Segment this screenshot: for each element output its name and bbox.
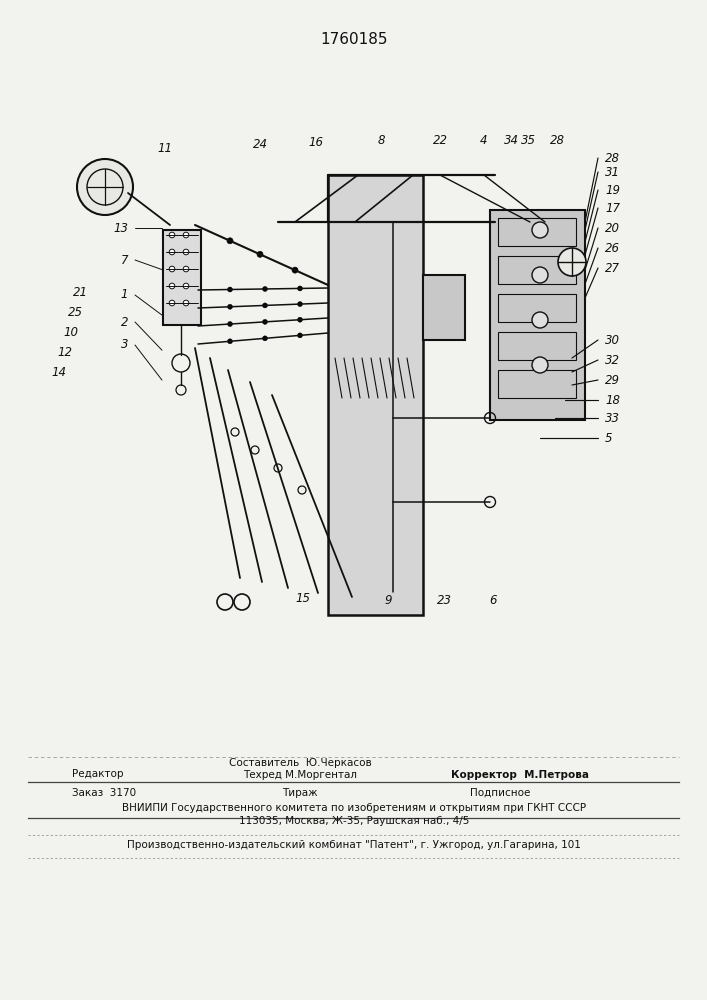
Text: 4: 4 [480, 133, 488, 146]
Circle shape [298, 317, 303, 322]
Bar [498, 332, 576, 360]
Text: Составитель  Ю.Черкасов: Составитель Ю.Черкасов [228, 758, 371, 768]
Circle shape [228, 287, 233, 292]
Circle shape [292, 267, 298, 273]
Text: 113035, Москва, Ж-35, Раушская наб., 4/5: 113035, Москва, Ж-35, Раушская наб., 4/5 [239, 816, 469, 826]
Circle shape [228, 339, 233, 344]
Text: 32: 32 [605, 354, 620, 366]
Bar [490, 210, 585, 420]
Circle shape [227, 238, 233, 244]
Text: 28: 28 [605, 151, 620, 164]
Polygon shape [423, 275, 465, 340]
Text: 31: 31 [605, 165, 620, 178]
Text: 9: 9 [384, 593, 392, 606]
Text: 23: 23 [436, 593, 452, 606]
Circle shape [298, 286, 303, 291]
Circle shape [532, 357, 548, 373]
Text: 1760185: 1760185 [320, 32, 387, 47]
Text: Корректор  М.Петрова: Корректор М.Петрова [451, 770, 589, 780]
Circle shape [228, 304, 233, 309]
Bar [163, 230, 201, 325]
Text: 12: 12 [57, 346, 72, 359]
Text: 20: 20 [605, 222, 620, 234]
Text: 15: 15 [296, 591, 310, 604]
Bar [498, 370, 576, 398]
Text: 16: 16 [308, 135, 324, 148]
Text: 28: 28 [549, 133, 564, 146]
Circle shape [183, 300, 189, 306]
Text: 10: 10 [63, 326, 78, 338]
Text: 19: 19 [605, 184, 620, 196]
Text: ВНИИПИ Государственного комитета по изобретениям и открытиям при ГКНТ СССР: ВНИИПИ Государственного комитета по изоб… [122, 803, 586, 813]
Text: 13: 13 [113, 222, 128, 234]
Circle shape [262, 336, 267, 341]
Circle shape [169, 283, 175, 289]
Text: 8: 8 [378, 133, 385, 146]
Bar [498, 218, 576, 246]
Text: 27: 27 [605, 261, 620, 274]
Circle shape [532, 312, 548, 328]
Text: 26: 26 [605, 241, 620, 254]
Text: 34: 34 [503, 133, 518, 146]
Circle shape [169, 249, 175, 255]
Text: 21: 21 [73, 286, 88, 298]
Text: 5: 5 [605, 432, 612, 444]
Circle shape [183, 266, 189, 272]
Circle shape [77, 159, 133, 215]
Text: 18: 18 [605, 393, 620, 406]
Circle shape [262, 286, 267, 291]
Circle shape [558, 248, 586, 276]
Text: 22: 22 [433, 133, 448, 146]
Text: 29: 29 [605, 373, 620, 386]
Circle shape [169, 232, 175, 238]
Text: 17: 17 [605, 202, 620, 215]
Circle shape [298, 302, 303, 307]
Text: 24: 24 [252, 138, 267, 151]
Text: 25: 25 [68, 306, 83, 318]
Circle shape [257, 251, 263, 257]
Text: 6: 6 [489, 593, 497, 606]
Circle shape [532, 222, 548, 238]
Circle shape [532, 267, 548, 283]
Text: 1: 1 [120, 288, 128, 302]
Circle shape [262, 319, 267, 324]
Circle shape [298, 333, 303, 338]
Circle shape [262, 303, 267, 308]
Text: 3: 3 [120, 338, 128, 352]
Circle shape [183, 232, 189, 238]
Text: Редактор: Редактор [72, 769, 124, 779]
Text: 14: 14 [51, 365, 66, 378]
Text: Производственно-издательский комбинат "Патент", г. Ужгород, ул.Гагарина, 101: Производственно-издательский комбинат "П… [127, 840, 581, 850]
Circle shape [169, 266, 175, 272]
Circle shape [169, 300, 175, 306]
Text: 2: 2 [120, 316, 128, 328]
Text: Тираж: Тираж [282, 788, 318, 798]
Circle shape [228, 322, 233, 327]
Bar [328, 175, 423, 615]
Circle shape [183, 283, 189, 289]
Text: 35: 35 [520, 133, 535, 146]
Bar [498, 256, 576, 284]
Text: 33: 33 [605, 412, 620, 424]
Text: 7: 7 [120, 253, 128, 266]
Text: 11: 11 [158, 141, 173, 154]
Bar [498, 294, 576, 322]
Text: 30: 30 [605, 334, 620, 347]
Circle shape [183, 249, 189, 255]
Text: Заказ  3170: Заказ 3170 [72, 788, 136, 798]
Text: Подписное: Подписное [470, 788, 530, 798]
Text: Техред М.Моргентал: Техред М.Моргентал [243, 770, 357, 780]
